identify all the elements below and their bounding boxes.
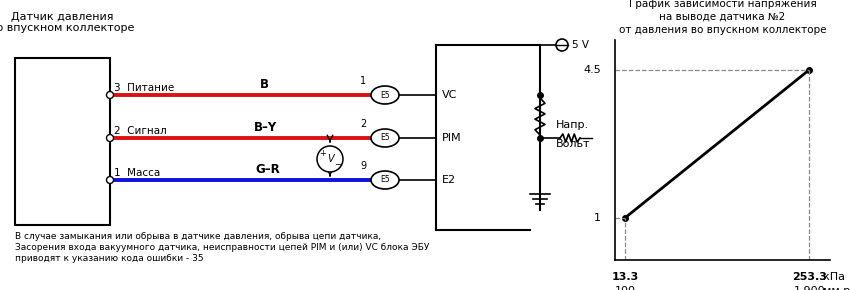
Text: B–Y: B–Y xyxy=(254,121,277,134)
Circle shape xyxy=(317,146,343,172)
Text: E5: E5 xyxy=(380,175,390,184)
Text: E2: E2 xyxy=(442,175,456,185)
Text: 2  Сигнал: 2 Сигнал xyxy=(114,126,167,136)
Text: G–R: G–R xyxy=(255,163,280,176)
Title: График зависимости напряжения
на выводе датчика №2
от давления во впускном колле: График зависимости напряжения на выводе … xyxy=(619,0,826,35)
Text: V: V xyxy=(328,154,334,164)
Text: E5: E5 xyxy=(380,90,390,99)
Text: 3  Питание: 3 Питание xyxy=(114,83,174,93)
Circle shape xyxy=(106,177,114,184)
Text: во впускном коллекторе: во впускном коллекторе xyxy=(0,23,134,33)
Text: E5: E5 xyxy=(380,133,390,142)
Text: 2: 2 xyxy=(360,119,366,129)
Text: 253.3: 253.3 xyxy=(792,272,827,282)
Text: 1: 1 xyxy=(360,76,366,86)
Circle shape xyxy=(106,135,114,142)
Text: Напр.: Напр. xyxy=(556,119,589,130)
Text: 5 V: 5 V xyxy=(572,40,589,50)
Text: приводят к указанию кода ошибки - 35: приводят к указанию кода ошибки - 35 xyxy=(15,254,204,263)
Text: 13.3: 13.3 xyxy=(612,272,639,282)
Text: 4.5: 4.5 xyxy=(583,65,601,75)
Bar xyxy=(15,58,110,225)
Text: −: − xyxy=(334,160,342,168)
Text: кПа: кПа xyxy=(824,272,845,282)
Text: Датчик давления: Датчик давления xyxy=(11,12,113,22)
Text: +: + xyxy=(320,150,326,159)
Text: 1: 1 xyxy=(594,213,601,223)
Text: B: B xyxy=(260,78,269,91)
Circle shape xyxy=(556,39,568,51)
Text: 1  Масса: 1 Масса xyxy=(114,168,161,178)
Ellipse shape xyxy=(371,86,399,104)
Text: Вольт: Вольт xyxy=(556,139,590,149)
Circle shape xyxy=(106,92,114,99)
Ellipse shape xyxy=(371,171,399,189)
Text: PIM: PIM xyxy=(442,133,462,143)
Text: мм рт.ст.: мм рт.ст. xyxy=(824,286,850,290)
Text: 100: 100 xyxy=(615,286,636,290)
Text: Засорения входа вакуумного датчика, неисправности цепей PIM и (или) VC блока ЭБУ: Засорения входа вакуумного датчика, неис… xyxy=(15,243,429,252)
Text: 1,900: 1,900 xyxy=(794,286,825,290)
Text: VC: VC xyxy=(442,90,457,100)
Text: 9: 9 xyxy=(360,161,366,171)
Ellipse shape xyxy=(371,129,399,147)
Text: В случае замыкания или обрыва в датчике давления, обрыва цепи датчика,: В случае замыкания или обрыва в датчике … xyxy=(15,232,381,241)
